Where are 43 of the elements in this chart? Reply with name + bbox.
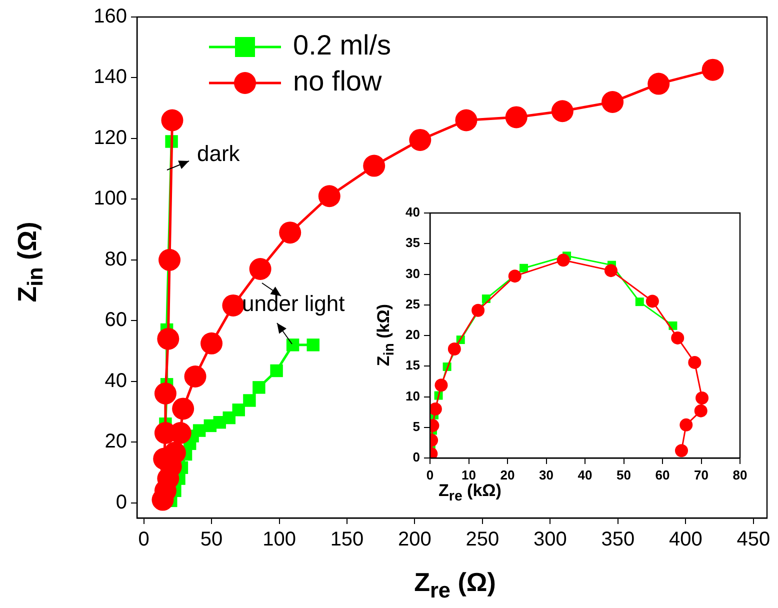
x-tick-label: 250 bbox=[466, 528, 500, 551]
x-tick-label: 80 bbox=[732, 467, 748, 482]
x-tick-label: 300 bbox=[534, 528, 567, 551]
x-tick-label: 0 bbox=[138, 528, 150, 551]
y-tick-label: 15 bbox=[406, 358, 420, 373]
y-tick-label: 80 bbox=[104, 248, 127, 270]
y-tick-label: 20 bbox=[104, 430, 127, 453]
x-tick-label: 50 bbox=[616, 467, 631, 482]
x-tick-label: 100 bbox=[262, 528, 296, 551]
annotation: under light bbox=[242, 291, 345, 316]
y-tick-label: 0 bbox=[412, 450, 420, 465]
y-tick-label: 10 bbox=[406, 388, 420, 404]
x-tick-label: 450 bbox=[736, 528, 770, 551]
y-tick-label: 100 bbox=[94, 188, 127, 210]
legend-label: no flow bbox=[293, 66, 382, 97]
annotation: dark bbox=[197, 141, 241, 166]
y-tick-label: 5 bbox=[412, 418, 420, 434]
y-tick-label: 160 bbox=[94, 6, 127, 28]
x-axis-title: Z$_{re}$ (kΩ) bbox=[438, 481, 502, 505]
y-tick-label: 35 bbox=[406, 235, 420, 250]
x-tick-label: 0 bbox=[426, 467, 434, 482]
y-tick-label: 25 bbox=[406, 296, 420, 312]
x-tick-label: 60 bbox=[655, 467, 670, 482]
y-tick-label: 140 bbox=[94, 66, 127, 88]
x-tick-label: 10 bbox=[462, 467, 476, 482]
x-tick-label: 400 bbox=[669, 528, 702, 551]
x-tick-label: 40 bbox=[578, 467, 592, 482]
x-tick-label: 20 bbox=[500, 467, 515, 482]
x-axis-title: Z$_{re}$ (Ω) bbox=[414, 567, 496, 602]
y-tick-label: 40 bbox=[406, 204, 420, 220]
x-tick-label: 50 bbox=[200, 528, 223, 551]
legend-label: 0.2 ml/s bbox=[293, 30, 392, 61]
y-tick-label: 0 bbox=[116, 491, 127, 514]
x-tick-label: 150 bbox=[330, 528, 364, 551]
y-tick-label: 120 bbox=[94, 126, 127, 149]
y-tick-label: 20 bbox=[406, 327, 420, 342]
y-tick-label: 40 bbox=[104, 370, 127, 392]
x-tick-label: 30 bbox=[539, 467, 554, 482]
x-tick-label: 70 bbox=[694, 467, 708, 482]
x-tick-label: 200 bbox=[398, 528, 432, 551]
y-tick-label: 60 bbox=[104, 309, 127, 332]
y-tick-label: 30 bbox=[406, 266, 420, 281]
x-tick-label: 350 bbox=[601, 528, 635, 551]
